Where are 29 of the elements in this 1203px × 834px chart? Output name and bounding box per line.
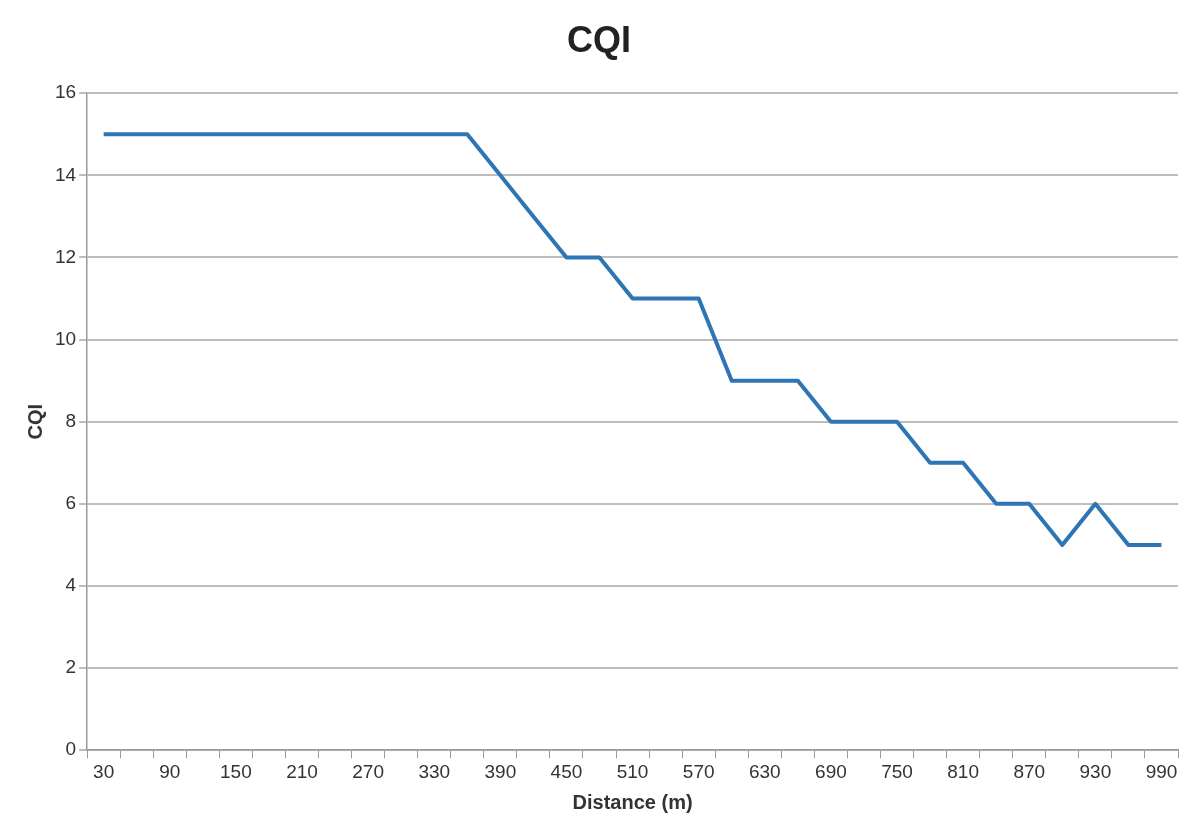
x-tick-label: 630 (748, 760, 781, 782)
x-tick-label: 390 (484, 760, 517, 782)
x-axis-title: Distance (m) (572, 790, 693, 813)
x-tick-label: 150 (220, 760, 252, 782)
x-tick-label: 210 (286, 760, 318, 782)
x-tick-label: 690 (815, 760, 847, 782)
y-tick-label: 14 (54, 163, 77, 185)
x-tick-label: 930 (1079, 760, 1112, 782)
x-tick-label: 270 (352, 760, 384, 782)
x-tick-label: 810 (947, 760, 979, 782)
y-tick-label: 10 (54, 327, 77, 349)
x-tick-label: 30 (93, 760, 115, 782)
x-tick-label: 990 (1145, 760, 1178, 782)
y-tick-label: 2 (65, 656, 77, 678)
x-tick-label: 750 (881, 760, 913, 782)
chart-title: CQI (566, 18, 632, 60)
y-axis-title: CQI (23, 403, 46, 440)
y-tick-label: 16 (54, 81, 77, 103)
y-tick-label: 6 (65, 492, 77, 514)
x-tick-label: 510 (616, 760, 649, 782)
x-tick-label: 870 (1013, 760, 1046, 782)
y-tick-label: 0 (65, 738, 77, 760)
x-tick-label: 450 (550, 760, 583, 782)
x-tick-label: 570 (682, 760, 715, 782)
x-tick-label: 330 (418, 760, 451, 782)
y-tick-label: 8 (65, 409, 77, 431)
x-tick-label: 90 (159, 760, 181, 782)
y-tick-label: 12 (54, 245, 77, 267)
y-tick-label: 4 (65, 574, 77, 596)
